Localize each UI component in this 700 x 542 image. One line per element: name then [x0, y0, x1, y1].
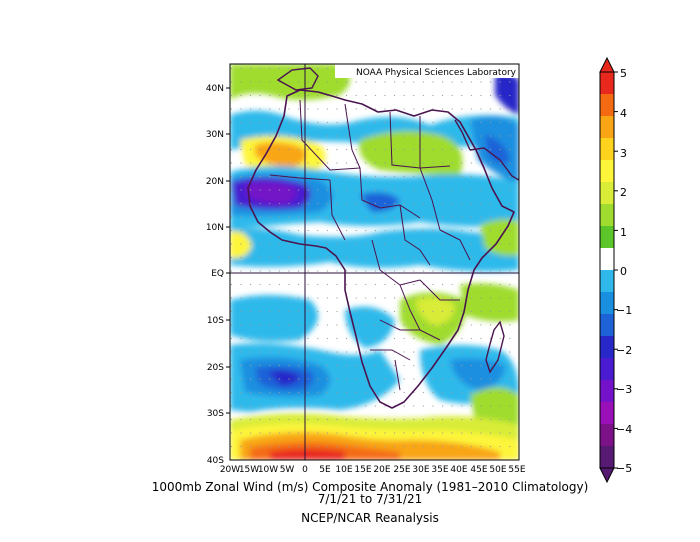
lon-label: 15W [239, 465, 259, 475]
lon-label: 10W [258, 465, 278, 475]
caption-line-3: NCEP/NCAR Reanalysis [301, 511, 439, 525]
lat-label: 40N [206, 84, 224, 94]
colorbar-segment [600, 336, 614, 359]
colorbar-tick: 3 [620, 147, 627, 160]
colorbar-segment [600, 160, 614, 183]
lat-label: 10N [206, 223, 224, 233]
colorbar-segment [600, 182, 614, 205]
lon-label: 5W [280, 465, 295, 475]
colorbar-segment [600, 226, 614, 249]
lat-ticks [226, 87, 230, 414]
colorbar-segment [600, 204, 614, 227]
colorbar-arrow-bottom [599, 467, 615, 484]
colorbar-segment [600, 248, 614, 271]
caption-line-2: 7/1/21 to 7/31/21 [317, 492, 423, 506]
colorbar-segment [600, 292, 614, 315]
lat-axis: 40N 30N 20N 10N EQ 10S 20S 30S 40S [206, 84, 224, 466]
colorbar-tick: 1 [620, 226, 627, 239]
lat-label: 30N [206, 130, 224, 140]
colorbar-arrow-top [599, 56, 615, 73]
colorbar [599, 56, 618, 484]
iberia [276, 67, 319, 91]
colorbar-segment [600, 446, 614, 469]
colorbar-segment [600, 358, 614, 381]
lat-label: 20N [206, 177, 224, 187]
lon-label: 0 [302, 465, 308, 475]
lon-label: 15E [354, 465, 371, 475]
colorbar-tick: −4 [616, 423, 632, 436]
colorbar-segment [600, 270, 614, 293]
colorbar-segment [600, 402, 614, 425]
colorbar-tick: 0 [620, 265, 627, 278]
anomaly-field [230, 64, 519, 460]
coastline [247, 89, 515, 409]
madagascar [485, 320, 505, 374]
credit-label: NOAA Physical Sciences Laboratory [356, 68, 517, 78]
lon-label: 55E [508, 465, 525, 475]
colorbar-segment [600, 424, 614, 447]
colorbar-segment [600, 116, 614, 139]
lon-label: 5E [319, 465, 331, 475]
colorbar-tick: −2 [616, 344, 632, 357]
colorbar-tick: 4 [620, 107, 627, 120]
lat-label: 40S [207, 456, 224, 466]
colorbar-tick: −3 [616, 383, 632, 396]
arabia [454, 119, 519, 181]
colorbar-segment [600, 94, 614, 117]
lat-label: 10S [207, 316, 224, 326]
lon-label: 40E [450, 465, 467, 475]
lon-label: 45E [470, 465, 487, 475]
colorbar-tick: −1 [616, 304, 632, 317]
colorbar-segment [600, 72, 614, 95]
lon-axis: 20W 15W 10W 5W 0 5E 10E 15E 20E 25E 30E … [220, 465, 526, 475]
lon-label: 20E [373, 465, 390, 475]
colorbar-labels: 5 4 3 2 1 0 −1 −2 −3 −4 −5 [616, 67, 632, 475]
lon-label: 20W [220, 465, 240, 475]
colorbar-segment [600, 380, 614, 403]
colorbar-tick: −5 [616, 462, 632, 475]
colorbar-tick: 2 [620, 186, 627, 199]
lat-label: 30S [207, 409, 224, 419]
lon-label: 10E [335, 465, 352, 475]
lat-label: EQ [211, 269, 224, 279]
colorbar-segment [600, 138, 614, 161]
caption-line-1: 1000mb Zonal Wind (m/s) Composite Anomal… [151, 480, 589, 494]
lat-label: 20S [207, 363, 224, 373]
lon-label: 50E [489, 465, 506, 475]
colorbar-segment [600, 314, 614, 337]
lon-label: 25E [393, 465, 410, 475]
country-borders [269, 99, 471, 391]
colorbar-tick: 5 [620, 67, 627, 80]
lon-label: 35E [431, 465, 448, 475]
lon-label: 30E [412, 465, 429, 475]
